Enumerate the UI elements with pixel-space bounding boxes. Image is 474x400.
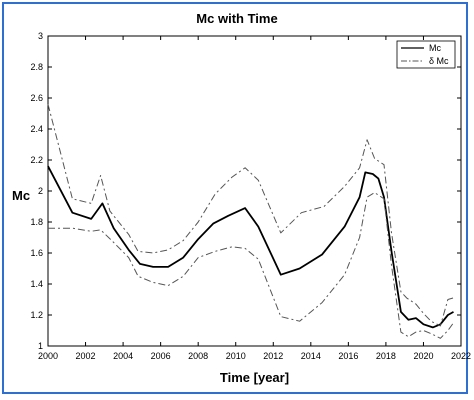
legend-box <box>396 40 456 69</box>
y-axis-title: Mc <box>12 188 31 203</box>
x-tick-label: 2010 <box>226 351 246 361</box>
series-line-0 <box>47 165 454 329</box>
legend: Mc δ Mc <box>396 40 456 69</box>
x-tick-label: 2020 <box>413 351 433 361</box>
legend-label-mc: Mc <box>429 43 441 53</box>
y-tick-label: 2.2 <box>30 155 43 165</box>
figure-frame <box>2 2 468 394</box>
y-tick-label: 1.6 <box>30 248 43 258</box>
y-tick-label: 1.2 <box>30 310 43 320</box>
x-tick-label: 2002 <box>76 351 96 361</box>
x-tick-label: 2004 <box>113 351 133 361</box>
legend-label-delta-mc: δ Mc <box>429 56 449 66</box>
x-tick-label: 2016 <box>338 351 358 361</box>
axis-ticks: 2000 2002 2004 2006 2008 2010 2012 2014 2016 2018… <box>30 31 471 361</box>
y-tick-label: 1.8 <box>30 217 43 227</box>
y-tick-label: 1.4 <box>30 279 43 289</box>
x-tick-label: 2006 <box>151 351 171 361</box>
y-tick-label: 3 <box>38 31 43 41</box>
series-lines <box>47 104 454 339</box>
y-tick-label: 2.4 <box>30 124 43 134</box>
series-line-2 <box>48 192 454 339</box>
x-axis-title: Time [year] <box>219 370 290 385</box>
x-tick-label: 2008 <box>188 351 208 361</box>
y-tick-label: 2.6 <box>30 93 43 103</box>
y-tick-label: 2.8 <box>30 62 43 72</box>
series-line-1 <box>47 104 454 327</box>
x-tick-label: 2012 <box>263 351 283 361</box>
chart-title: Mc with Time <box>196 11 278 26</box>
x-tick-label: 2000 <box>38 351 58 361</box>
y-tick-label: 1 <box>38 341 43 351</box>
x-tick-label: 2018 <box>376 351 396 361</box>
y-tick-label: 2 <box>38 186 43 196</box>
x-tick-label: 2014 <box>301 351 321 361</box>
x-tick-label: 2022 <box>451 351 471 361</box>
